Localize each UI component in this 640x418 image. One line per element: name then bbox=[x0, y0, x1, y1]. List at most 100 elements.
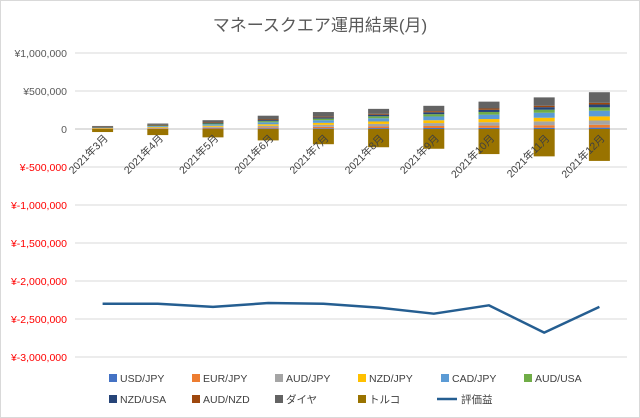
bar-segment bbox=[588, 102, 610, 105]
bar-segment bbox=[202, 122, 224, 124]
bar-segment bbox=[533, 105, 555, 108]
legend-swatch bbox=[441, 374, 449, 382]
bar-segment bbox=[368, 114, 390, 117]
legend-swatch bbox=[524, 374, 532, 382]
bar-segment bbox=[478, 111, 500, 115]
bar-segment bbox=[368, 123, 390, 127]
bar-segment bbox=[588, 110, 610, 117]
legend-label: EUR/JPY bbox=[203, 373, 247, 385]
bar-series bbox=[92, 92, 610, 161]
legend-item: AUD/NZD bbox=[192, 394, 250, 406]
bar-segment bbox=[312, 126, 334, 129]
legend: USD/JPY EUR/JPY AUD/JPY NZD/JPY CAD/JPY AUD/U… bbox=[109, 373, 582, 406]
x-category-label: 2021年10月 bbox=[448, 132, 497, 181]
legend-label: トルコ bbox=[369, 394, 400, 406]
x-category-label: 2021年6月 bbox=[232, 132, 277, 177]
legend-swatch bbox=[109, 395, 117, 403]
bar-segment bbox=[423, 105, 445, 112]
bar-segment bbox=[423, 114, 445, 117]
legend-label: AUD/JPY bbox=[286, 373, 330, 385]
bar-segment bbox=[147, 125, 169, 127]
legend-item: EUR/JPY bbox=[192, 373, 247, 385]
legend-swatch bbox=[275, 374, 283, 382]
bar-segment bbox=[478, 129, 500, 155]
y-tick-label: 0 bbox=[61, 124, 67, 136]
legend-label: AUD/NZD bbox=[203, 394, 250, 406]
line-series-path bbox=[102, 301, 600, 334]
legend-item: AUD/JPY bbox=[275, 373, 330, 385]
legend-item: CAD/JPY bbox=[441, 373, 496, 385]
bar-segment bbox=[147, 127, 169, 129]
bar-segment bbox=[257, 128, 279, 129]
bar-segment bbox=[202, 124, 224, 126]
bar-segment bbox=[147, 126, 169, 128]
y-tick-label: ¥-1,500,000 bbox=[10, 238, 67, 250]
bar-segment bbox=[533, 109, 555, 113]
bar-segment bbox=[478, 119, 500, 123]
bar-segment bbox=[202, 123, 224, 125]
bar-segment bbox=[533, 127, 555, 129]
x-axis-categories: 2021年3月 2021年4月 2021年5月 2021年6月 2021年7月 2021年… bbox=[66, 132, 607, 181]
x-category-label: 2021年7月 bbox=[287, 132, 332, 177]
y-tick-label: ¥-2,000,000 bbox=[10, 276, 67, 288]
legend-swatch bbox=[275, 395, 283, 403]
bar-segment bbox=[423, 128, 445, 129]
y-axis-ticks: ¥1,000,000 ¥500,000 0 ¥-500,000 ¥-1,000,000 ¥… bbox=[10, 48, 67, 364]
bar-segment bbox=[423, 112, 445, 115]
bar-segment bbox=[368, 116, 390, 119]
bar-segment bbox=[478, 125, 500, 128]
bar-segment bbox=[478, 108, 500, 110]
legend-swatch bbox=[109, 374, 117, 382]
legend-item: USD/JPY bbox=[109, 373, 164, 385]
bar-segment bbox=[257, 115, 279, 120]
bar-segment bbox=[257, 129, 279, 141]
bar-segment bbox=[533, 112, 555, 118]
bar-segment bbox=[478, 122, 500, 126]
legend-item: 評価益 bbox=[437, 393, 493, 406]
bar-segment bbox=[423, 123, 445, 126]
legend-swatch bbox=[192, 395, 200, 403]
bar-segment bbox=[202, 122, 224, 123]
legend-label: 評価益 bbox=[461, 393, 493, 406]
bar-segment bbox=[423, 129, 445, 149]
bar-segment bbox=[257, 127, 279, 129]
bar-segment bbox=[368, 118, 390, 122]
bar-segment bbox=[588, 127, 610, 129]
bar-segment bbox=[257, 122, 279, 125]
bar-segment bbox=[588, 129, 610, 161]
bar-segment bbox=[478, 127, 500, 129]
legend-swatch bbox=[192, 374, 200, 382]
bar-segment bbox=[588, 104, 610, 108]
bar-segment bbox=[147, 128, 169, 130]
bar-segment bbox=[92, 126, 114, 128]
bar-segment bbox=[202, 128, 224, 130]
legend-label: AUD/USA bbox=[535, 373, 582, 385]
chart-title: マネースクエア運用結果(月) bbox=[213, 16, 427, 35]
bar-segment bbox=[202, 120, 224, 123]
bar-segment bbox=[202, 125, 224, 127]
bar-segment bbox=[423, 111, 445, 113]
bar-segment bbox=[257, 121, 279, 123]
x-category-label: 2021年4月 bbox=[121, 132, 166, 177]
bar-segment bbox=[368, 129, 390, 148]
legend-swatch bbox=[358, 395, 366, 403]
bar-segment bbox=[533, 129, 555, 157]
bar-segment bbox=[478, 109, 500, 112]
legend-item: NZD/JPY bbox=[358, 373, 413, 385]
bar-segment bbox=[588, 116, 610, 121]
bar-segment bbox=[92, 128, 114, 130]
legend-item: NZD/USA bbox=[109, 394, 166, 406]
bar-segment bbox=[202, 129, 224, 138]
bar-segment bbox=[312, 117, 334, 119]
bar-segment bbox=[312, 118, 334, 121]
bar-segment bbox=[147, 124, 169, 126]
y-tick-label: ¥-3,000,000 bbox=[10, 352, 67, 364]
bar-segment bbox=[312, 120, 334, 123]
y-tick-label: ¥1,000,000 bbox=[13, 48, 67, 60]
bar-segment bbox=[312, 129, 334, 145]
legend-label: ダイヤ bbox=[286, 393, 317, 406]
y-tick-label: ¥-500,000 bbox=[19, 162, 67, 174]
bar-segment bbox=[588, 92, 610, 103]
bar-segment bbox=[423, 116, 445, 121]
